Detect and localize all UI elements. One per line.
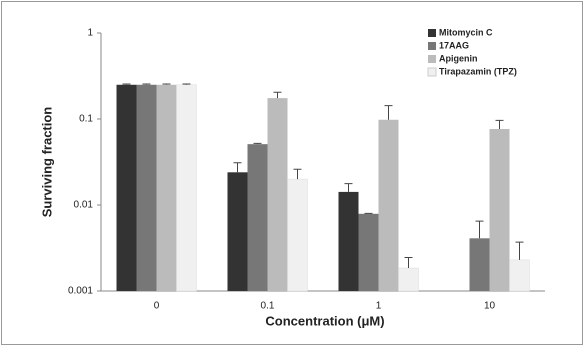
legend-label: Mitomycin C bbox=[439, 27, 493, 37]
error-bar bbox=[475, 220, 484, 239]
bar bbox=[247, 144, 268, 291]
legend-label: Tirapazamin (TPZ) bbox=[439, 66, 517, 76]
bar bbox=[227, 172, 248, 291]
error-bar bbox=[404, 257, 413, 269]
error-bar bbox=[142, 83, 151, 85]
bar bbox=[338, 191, 359, 291]
error-bar bbox=[233, 162, 242, 173]
legend-label: Apigenin bbox=[439, 53, 478, 63]
bar bbox=[489, 129, 510, 291]
bar bbox=[136, 84, 157, 291]
legend-swatch bbox=[428, 29, 436, 37]
error-bar bbox=[253, 142, 262, 145]
error-bar bbox=[293, 168, 302, 180]
x-tick-label: 10 bbox=[484, 301, 496, 312]
bar bbox=[116, 84, 137, 291]
legend-swatch bbox=[428, 55, 436, 63]
x-tick-label: 0.1 bbox=[261, 301, 275, 312]
y-tick-label: 0.01 bbox=[74, 200, 94, 211]
legend-label: 17AAG bbox=[439, 40, 469, 50]
error-bar bbox=[515, 241, 524, 260]
error-bar bbox=[122, 83, 131, 85]
legend-swatch bbox=[428, 42, 436, 50]
bar bbox=[358, 213, 379, 291]
bar bbox=[509, 259, 530, 292]
y-tick-label: 1 bbox=[87, 28, 93, 39]
error-bar bbox=[344, 183, 353, 192]
x-axis-title: Concentration (μM) bbox=[265, 313, 384, 328]
legend-swatch bbox=[427, 67, 437, 77]
bar bbox=[156, 84, 177, 291]
error-bar bbox=[182, 83, 191, 85]
bar bbox=[398, 267, 419, 292]
bar bbox=[469, 238, 490, 291]
error-bar bbox=[162, 83, 171, 85]
x-tick-label: 1 bbox=[376, 301, 382, 312]
y-axis-title: Surviving fraction bbox=[39, 107, 54, 218]
y-tick-label: 0.1 bbox=[79, 114, 93, 125]
bar bbox=[176, 84, 197, 292]
bar bbox=[378, 119, 399, 292]
error-bar bbox=[384, 105, 393, 120]
bar bbox=[267, 98, 288, 291]
x-tick-label: 0 bbox=[154, 301, 160, 312]
y-tick-label: 0.001 bbox=[68, 286, 93, 297]
error-bar bbox=[495, 119, 504, 130]
error-bar bbox=[273, 91, 282, 99]
bar bbox=[287, 178, 308, 292]
